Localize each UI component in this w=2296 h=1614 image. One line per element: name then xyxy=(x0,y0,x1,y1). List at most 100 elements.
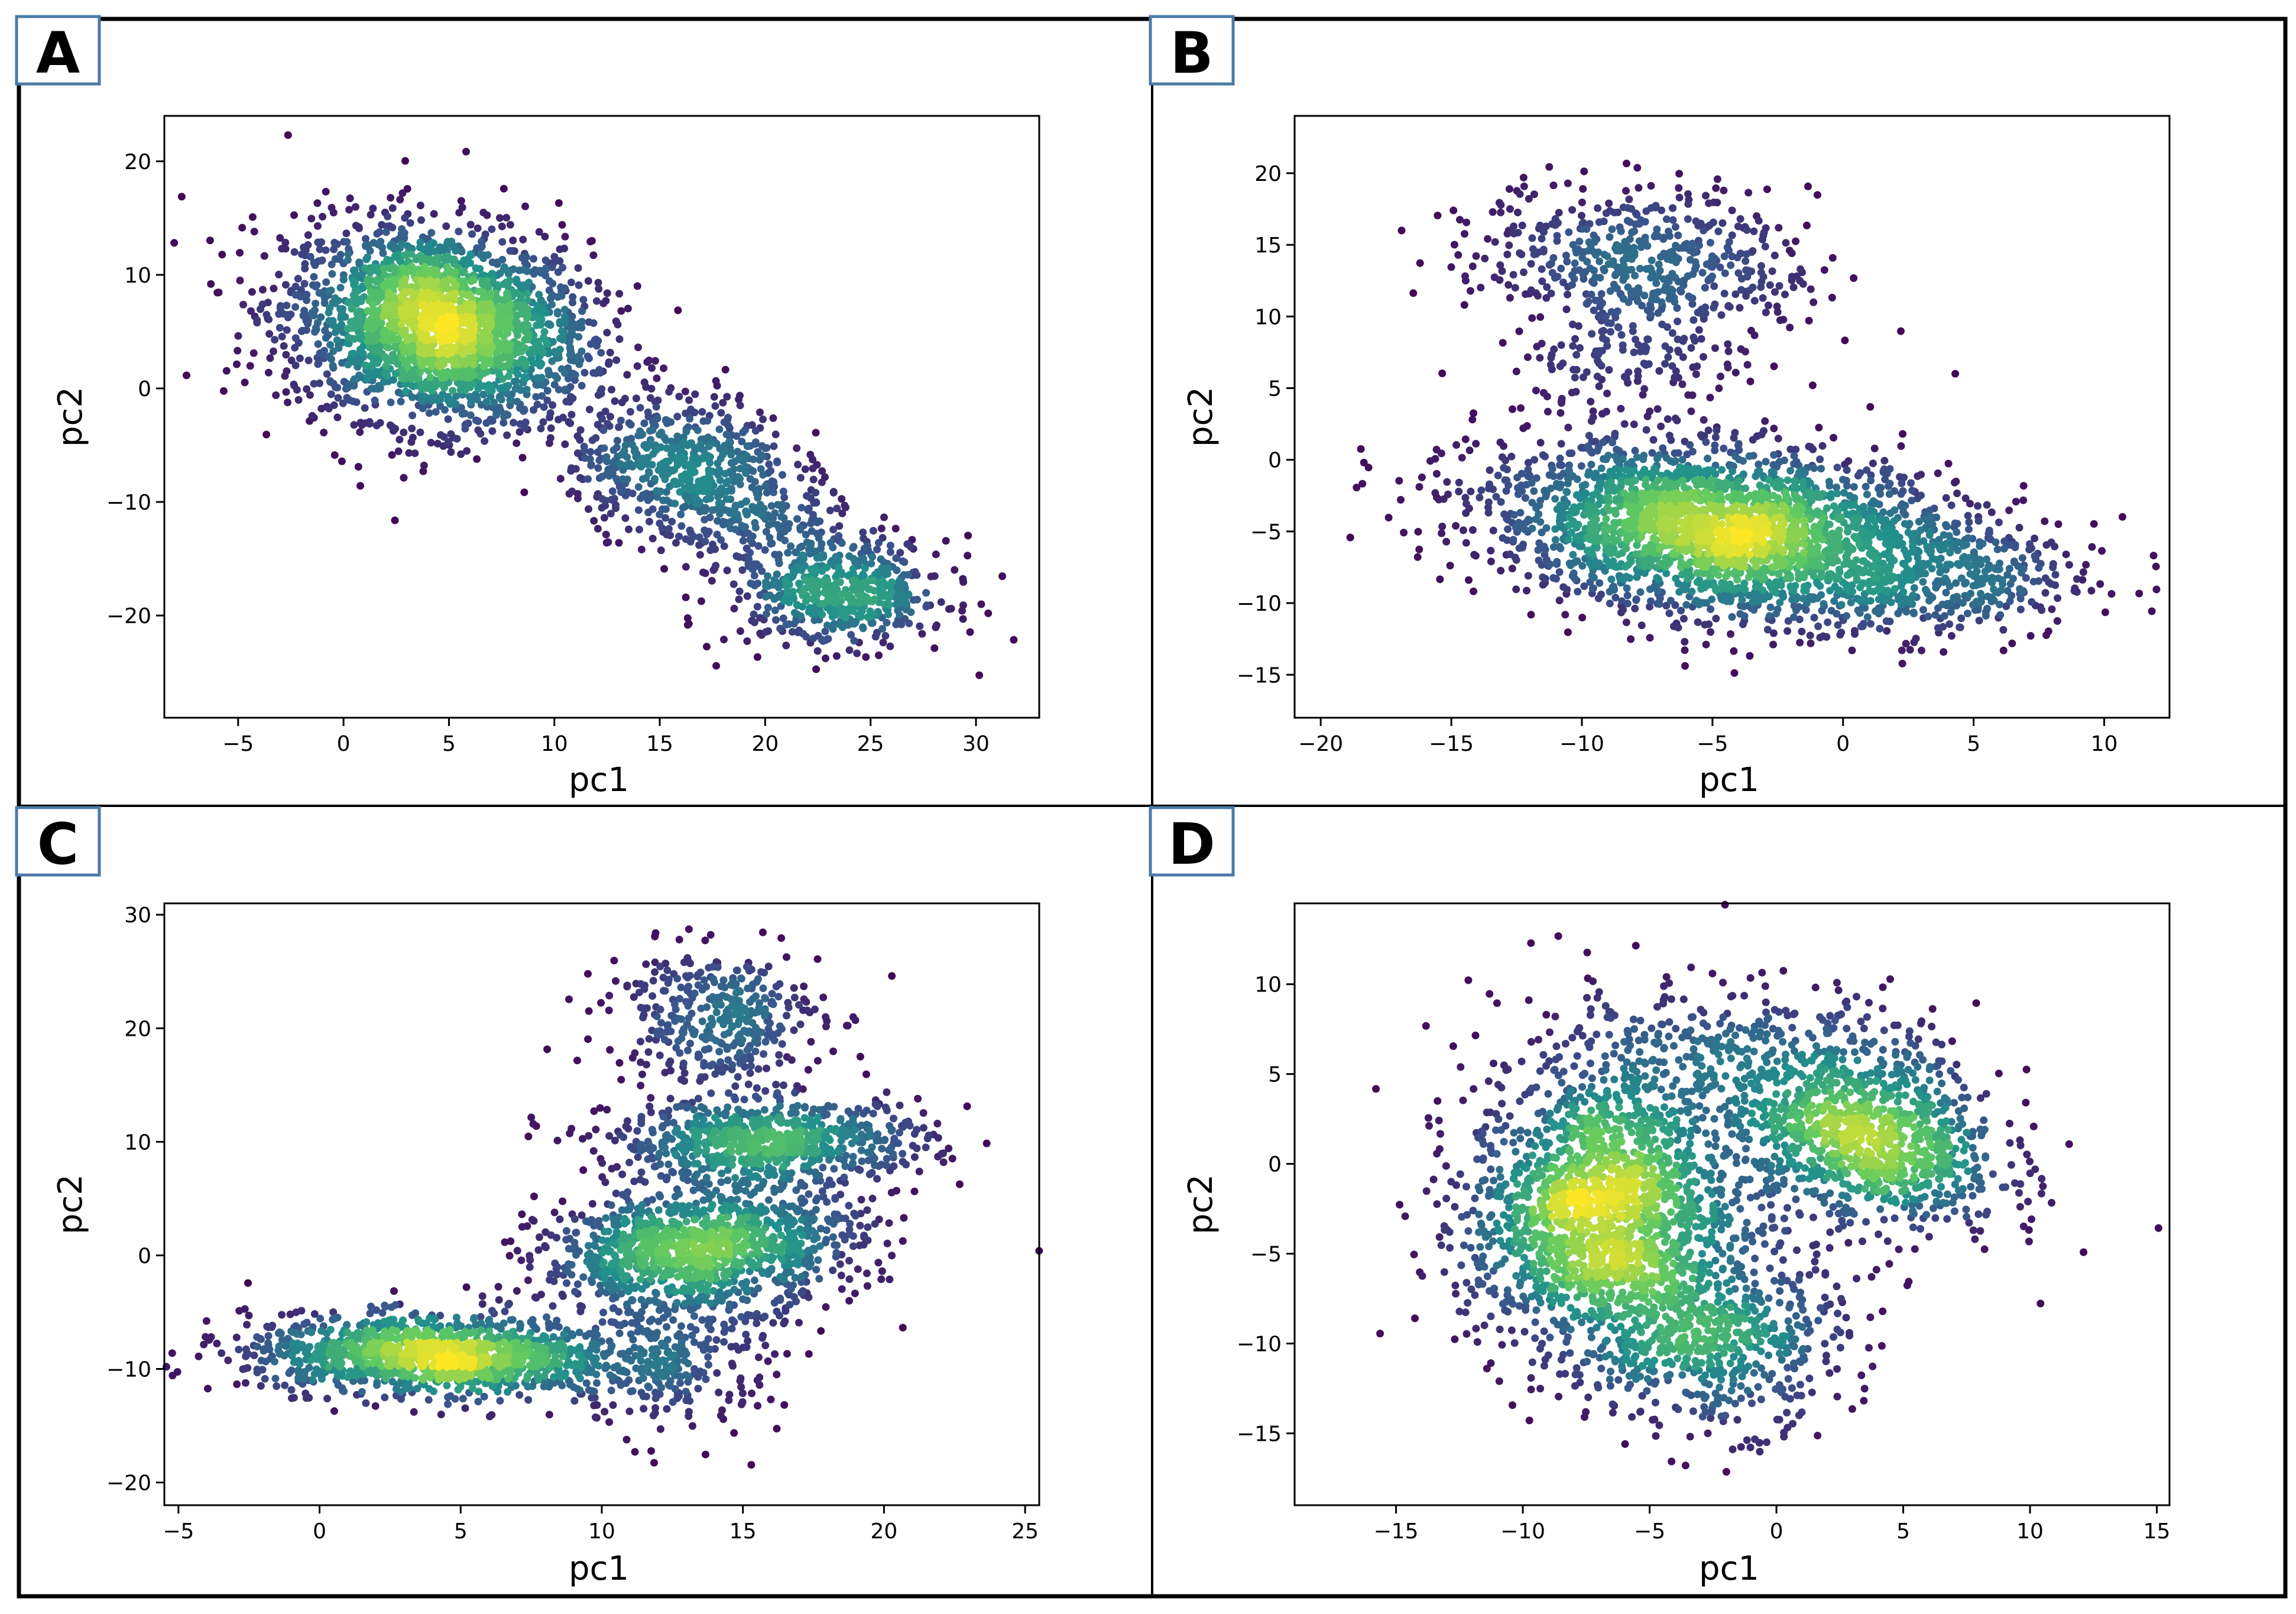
data-point xyxy=(234,332,242,340)
data-point xyxy=(611,397,619,405)
data-point xyxy=(500,184,508,193)
data-point xyxy=(689,469,697,477)
data-point xyxy=(498,296,507,304)
data-point xyxy=(770,488,777,497)
data-point xyxy=(246,362,254,370)
data-point xyxy=(855,599,863,607)
data-point xyxy=(461,409,469,417)
data-point xyxy=(291,334,300,342)
data-point xyxy=(624,304,632,313)
data-point xyxy=(447,448,455,456)
data-point xyxy=(521,424,528,432)
data-point xyxy=(1818,607,1826,615)
data-point xyxy=(515,266,524,274)
data-point xyxy=(1668,204,1676,212)
data-point xyxy=(773,458,781,466)
data-point xyxy=(751,523,760,531)
data-point xyxy=(416,202,424,209)
data-point xyxy=(1982,612,1990,620)
data-point xyxy=(447,303,455,311)
data-point xyxy=(824,635,832,643)
data-point xyxy=(668,517,676,526)
data-point xyxy=(1885,490,1893,498)
data-point xyxy=(1568,206,1577,214)
data-point xyxy=(732,432,741,440)
data-point xyxy=(590,517,598,525)
data-point xyxy=(1654,309,1662,317)
data-point xyxy=(1587,461,1595,469)
data-point xyxy=(1770,451,1778,459)
data-point xyxy=(715,506,724,514)
data-point xyxy=(1522,494,1530,502)
data-point xyxy=(401,326,410,335)
data-point xyxy=(518,355,526,364)
data-point xyxy=(1999,625,2008,634)
data-point xyxy=(367,210,375,219)
data-point xyxy=(608,459,617,467)
data-point xyxy=(1623,591,1632,599)
data-point xyxy=(500,419,508,427)
data-point xyxy=(506,301,514,309)
data-point xyxy=(1652,279,1661,287)
data-point xyxy=(177,193,186,201)
data-point xyxy=(1499,339,1507,347)
data-point xyxy=(802,530,810,539)
data-point xyxy=(749,505,757,514)
data-point xyxy=(812,488,820,497)
data-point xyxy=(724,416,732,424)
data-point xyxy=(788,628,796,636)
data-point xyxy=(1965,525,1973,533)
data-point xyxy=(461,360,469,368)
data-point xyxy=(452,392,461,400)
data-point xyxy=(291,291,300,299)
data-point xyxy=(1701,284,1709,292)
data-point xyxy=(1588,330,1596,338)
data-point xyxy=(1689,333,1698,342)
data-point xyxy=(868,553,877,561)
data-point xyxy=(391,516,399,524)
data-point xyxy=(537,374,546,382)
data-point xyxy=(1718,219,1727,227)
data-point xyxy=(1532,387,1540,394)
data-point xyxy=(513,397,521,406)
data-point xyxy=(657,546,665,555)
data-point xyxy=(300,250,307,258)
data-point xyxy=(427,229,436,237)
data-point xyxy=(1617,227,1625,235)
data-point xyxy=(1906,646,1914,654)
data-point xyxy=(1737,345,1745,353)
data-point xyxy=(1671,223,1679,231)
data-point xyxy=(779,471,786,479)
data-point xyxy=(1672,241,1679,249)
data-point xyxy=(1510,222,1517,231)
data-point xyxy=(840,605,848,614)
data-point xyxy=(1694,618,1702,626)
data-point xyxy=(314,238,322,247)
data-point xyxy=(1654,232,1662,240)
data-point xyxy=(749,467,757,475)
data-point xyxy=(1461,494,1470,502)
data-point xyxy=(845,646,854,654)
data-point xyxy=(852,618,860,625)
data-point xyxy=(378,244,386,252)
data-point xyxy=(320,429,328,437)
data-point xyxy=(1931,611,1940,619)
data-point xyxy=(382,228,390,236)
data-point xyxy=(304,320,312,328)
data-point xyxy=(1449,206,1458,215)
data-point xyxy=(677,522,686,530)
data-point xyxy=(1827,607,1835,615)
data-point xyxy=(905,619,913,627)
data-point xyxy=(1885,482,1893,490)
data-point xyxy=(651,475,659,483)
data-point xyxy=(1571,335,1579,343)
data-point xyxy=(1643,335,1652,343)
data-point xyxy=(1863,466,1871,474)
data-point xyxy=(1717,311,1726,319)
data-point xyxy=(1434,212,1442,219)
data-point xyxy=(675,393,683,401)
data-point xyxy=(1548,465,1556,473)
data-point xyxy=(384,291,393,300)
data-point xyxy=(1643,242,1652,250)
data-point xyxy=(721,365,729,374)
